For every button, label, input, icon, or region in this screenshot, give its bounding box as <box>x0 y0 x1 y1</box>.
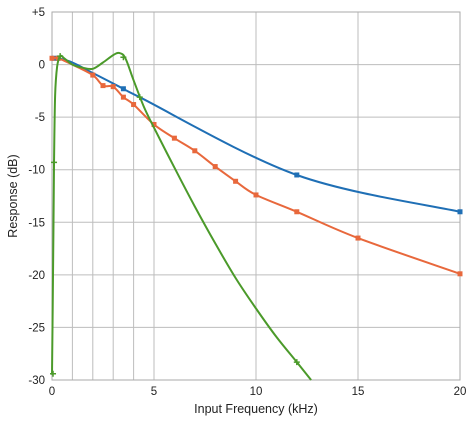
data-point-marker <box>457 271 463 277</box>
data-point-marker <box>110 84 116 90</box>
x-tick-label: 5 <box>151 386 157 398</box>
plot-frame <box>51 11 461 381</box>
data-point-marker <box>49 55 55 61</box>
data-point-marker <box>131 102 137 108</box>
y-axis-label: Response (dB) <box>6 154 20 237</box>
y-tick-label: +5 <box>32 7 45 19</box>
x-axis-label: Input Frequency (kHz) <box>194 402 318 416</box>
data-point-marker <box>294 209 300 215</box>
x-tick-label: 0 <box>49 386 55 398</box>
y-tick-label: -25 <box>28 322 45 334</box>
data-point-marker <box>50 370 57 377</box>
data-point-marker <box>100 83 106 89</box>
x-tick-label: 20 <box>454 386 467 398</box>
data-point-marker <box>253 192 259 198</box>
data-point-marker <box>120 54 127 61</box>
data-point-marker <box>120 86 126 92</box>
data-point-marker <box>355 235 361 241</box>
series-line <box>51 51 312 381</box>
series-group <box>49 55 463 277</box>
data-point-marker <box>51 159 58 166</box>
data-point-marker <box>136 94 143 101</box>
data-point-marker <box>151 122 157 128</box>
data-point-marker <box>120 94 126 100</box>
data-point-marker <box>293 359 300 366</box>
y-tick-label: -20 <box>28 270 45 282</box>
data-point-marker <box>90 72 96 78</box>
x-tick-label: 15 <box>352 386 365 398</box>
y-tick-label: -30 <box>28 375 45 387</box>
series-layer <box>49 51 463 381</box>
y-tick-label: -5 <box>35 112 45 124</box>
data-point-marker <box>192 148 198 154</box>
series-line <box>51 56 461 275</box>
data-point-marker <box>457 209 463 215</box>
y-tick-label: -10 <box>28 165 45 177</box>
series-group <box>50 51 312 381</box>
data-point-marker <box>294 172 300 178</box>
data-point-marker <box>57 53 64 60</box>
data-point-marker <box>233 178 239 184</box>
data-point-marker <box>171 135 177 141</box>
y-tick-label: 0 <box>39 60 45 72</box>
y-tick-label: -15 <box>28 217 45 229</box>
tick-labels: 0 5 10 15 20 +5 0 -5 -10 -15 -20 -25 -30 <box>28 7 466 398</box>
data-point-marker <box>212 164 218 170</box>
x-tick-label: 10 <box>250 386 263 398</box>
